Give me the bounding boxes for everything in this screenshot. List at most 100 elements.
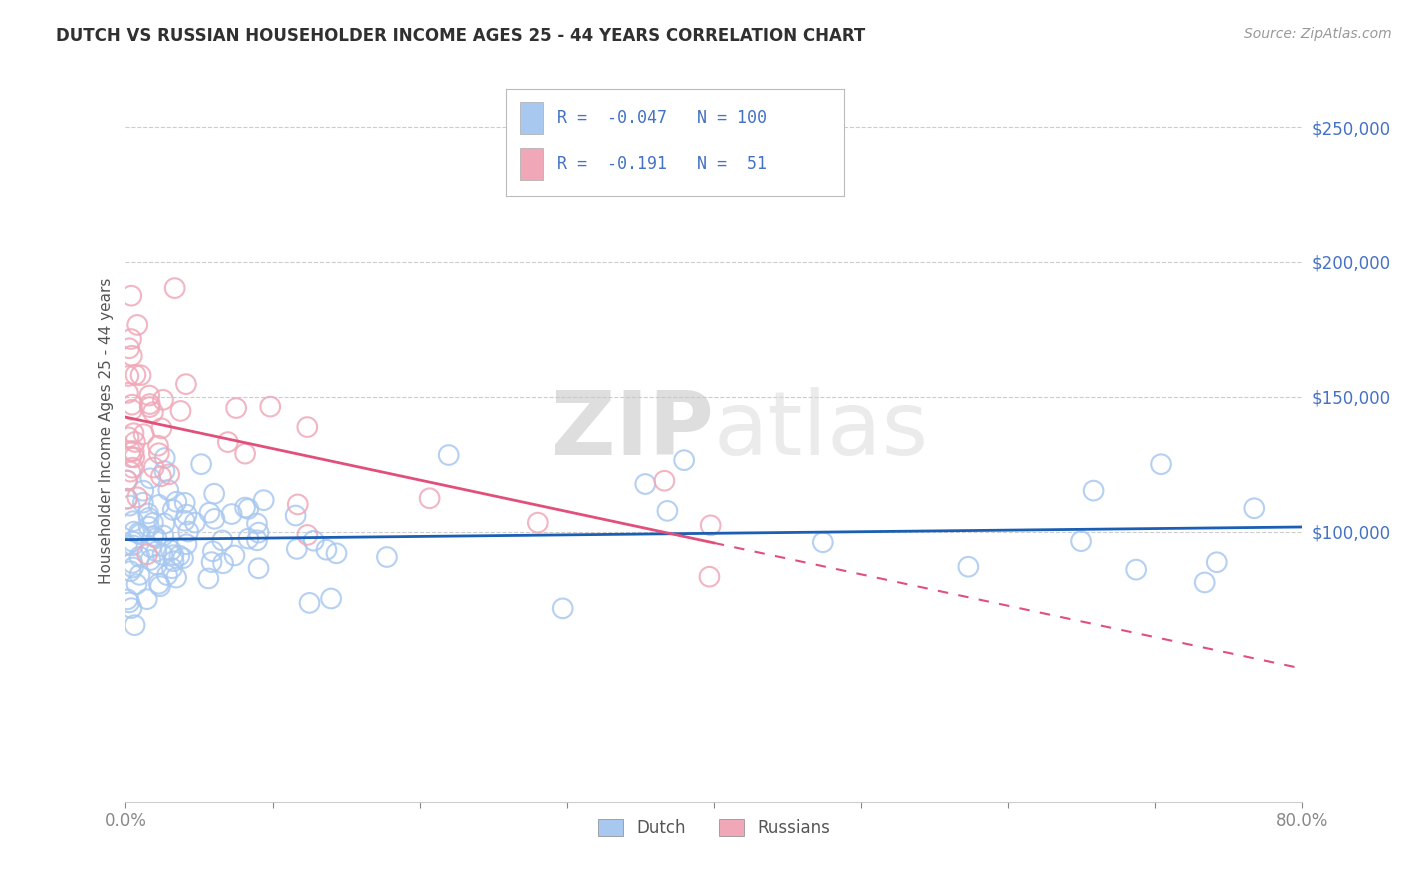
Point <box>121 398 143 412</box>
Point <box>1150 457 1173 471</box>
Point <box>247 561 270 575</box>
Point <box>118 499 141 513</box>
Point <box>302 533 325 548</box>
Point <box>287 497 309 511</box>
Point <box>211 533 233 548</box>
Point <box>157 483 180 497</box>
Text: R =  -0.047   N = 100: R = -0.047 N = 100 <box>557 109 766 127</box>
Point <box>128 525 150 540</box>
Point <box>699 570 721 584</box>
Point <box>115 474 138 488</box>
Point <box>142 529 165 543</box>
Point <box>128 549 150 564</box>
Point <box>124 618 146 632</box>
Point <box>699 518 721 533</box>
Point <box>127 491 149 505</box>
Point <box>197 571 219 585</box>
Point <box>120 332 142 346</box>
Point <box>204 512 226 526</box>
Point <box>122 444 145 458</box>
Point <box>120 564 142 578</box>
Point <box>117 592 139 607</box>
Text: atlas: atlas <box>714 387 929 474</box>
Point <box>117 430 139 444</box>
Point <box>148 446 170 460</box>
Point <box>527 516 550 530</box>
Point <box>162 554 184 568</box>
Point <box>1243 501 1265 516</box>
Point <box>125 577 148 591</box>
Point <box>136 547 159 561</box>
Point <box>153 450 176 465</box>
Point <box>124 368 146 382</box>
Point <box>122 560 145 574</box>
Point <box>160 561 183 575</box>
Point <box>247 525 270 540</box>
Point <box>176 508 198 522</box>
Point <box>233 447 256 461</box>
Point <box>120 450 142 464</box>
Point <box>190 457 212 471</box>
Bar <box>520 148 543 180</box>
Point <box>148 576 170 591</box>
Point <box>121 538 143 552</box>
Point <box>1205 555 1227 569</box>
Point <box>221 507 243 521</box>
Point <box>122 514 145 528</box>
Point <box>957 559 980 574</box>
Y-axis label: Householder Income Ages 25 - 44 years: Householder Income Ages 25 - 44 years <box>100 277 114 583</box>
Point <box>132 496 155 510</box>
Point <box>121 534 143 549</box>
Point <box>115 491 138 506</box>
Point <box>217 435 239 450</box>
Point <box>184 516 207 530</box>
Point <box>129 368 152 383</box>
Point <box>139 397 162 411</box>
Point <box>121 402 143 417</box>
Point <box>150 421 173 435</box>
Point <box>124 434 146 449</box>
Point <box>142 460 165 475</box>
Point <box>121 460 143 475</box>
Point <box>1070 534 1092 549</box>
Legend: Dutch, Russians: Dutch, Russians <box>589 810 838 846</box>
Point <box>169 549 191 563</box>
Point <box>120 465 142 479</box>
Point <box>120 444 142 458</box>
Point <box>315 542 337 557</box>
Point <box>1194 575 1216 590</box>
Point <box>325 546 347 560</box>
Point <box>149 579 172 593</box>
Point <box>284 508 307 523</box>
Point <box>319 591 342 606</box>
Point <box>122 426 145 441</box>
Point <box>145 544 167 558</box>
Point <box>165 495 187 509</box>
Point <box>128 567 150 582</box>
Point <box>169 404 191 418</box>
Point <box>149 469 172 483</box>
Point <box>259 400 281 414</box>
Point <box>152 528 174 542</box>
Point <box>129 527 152 541</box>
Point <box>419 491 441 506</box>
Point <box>115 474 138 488</box>
Point <box>253 493 276 508</box>
Point <box>225 401 247 415</box>
Point <box>152 548 174 562</box>
Point <box>200 555 222 569</box>
Point <box>117 368 139 383</box>
Point <box>115 538 138 552</box>
Text: R =  -0.191   N =  51: R = -0.191 N = 51 <box>557 155 766 173</box>
Point <box>163 281 186 295</box>
Point <box>1083 483 1105 498</box>
Point <box>297 420 319 434</box>
Point <box>238 501 260 516</box>
Point <box>145 531 167 545</box>
Point <box>157 467 180 482</box>
Text: ZIP: ZIP <box>551 387 714 474</box>
Point <box>132 483 155 498</box>
Point <box>224 549 246 563</box>
Point <box>198 506 221 520</box>
Point <box>160 543 183 558</box>
